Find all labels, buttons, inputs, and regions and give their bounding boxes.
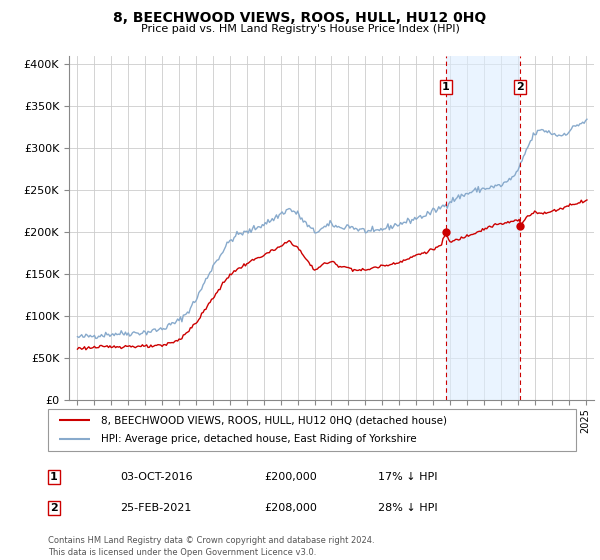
Text: 17% ↓ HPI: 17% ↓ HPI: [378, 472, 437, 482]
Text: This data is licensed under the Open Government Licence v3.0.: This data is licensed under the Open Gov…: [48, 548, 316, 557]
Text: 28% ↓ HPI: 28% ↓ HPI: [378, 503, 437, 513]
Text: 8, BEECHWOOD VIEWS, ROOS, HULL, HU12 0HQ: 8, BEECHWOOD VIEWS, ROOS, HULL, HU12 0HQ: [113, 11, 487, 25]
Text: 25-FEB-2021: 25-FEB-2021: [120, 503, 191, 513]
Text: 1: 1: [442, 82, 449, 92]
FancyBboxPatch shape: [48, 409, 576, 451]
Text: Price paid vs. HM Land Registry's House Price Index (HPI): Price paid vs. HM Land Registry's House …: [140, 24, 460, 34]
Text: 03-OCT-2016: 03-OCT-2016: [120, 472, 193, 482]
Bar: [446, 56, 520, 400]
Text: 1: 1: [50, 472, 58, 482]
Text: 2: 2: [50, 503, 58, 513]
Text: 8, BEECHWOOD VIEWS, ROOS, HULL, HU12 0HQ (detached house): 8, BEECHWOOD VIEWS, ROOS, HULL, HU12 0HQ…: [101, 415, 447, 425]
Text: Contains HM Land Registry data © Crown copyright and database right 2024.: Contains HM Land Registry data © Crown c…: [48, 536, 374, 545]
Text: £200,000: £200,000: [264, 472, 317, 482]
Text: £208,000: £208,000: [264, 503, 317, 513]
Text: 2: 2: [517, 82, 524, 92]
Text: HPI: Average price, detached house, East Riding of Yorkshire: HPI: Average price, detached house, East…: [101, 435, 416, 445]
